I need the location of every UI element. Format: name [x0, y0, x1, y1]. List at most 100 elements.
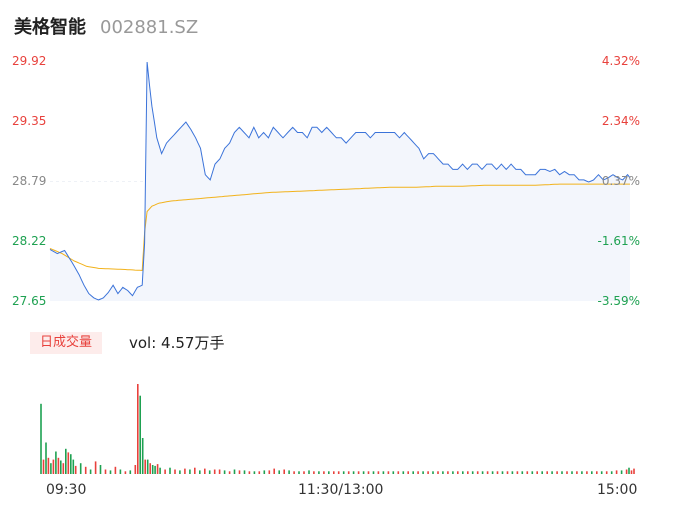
volume-bar — [298, 471, 300, 474]
volume-bar — [576, 471, 578, 474]
volume-bar — [571, 471, 573, 474]
volume-bar — [218, 469, 221, 474]
volume-bar — [467, 471, 469, 474]
volume-bar — [303, 471, 305, 474]
price-label: 27.65 — [12, 294, 47, 308]
volume-bar — [501, 471, 504, 474]
volume-bar — [70, 454, 72, 474]
volume-bar — [362, 471, 365, 474]
volume-bar — [516, 471, 519, 474]
volume-bar — [149, 463, 151, 474]
price-label: 28.22 — [12, 234, 47, 248]
volume-bar — [223, 470, 226, 474]
volume-label-badge: 日成交量 — [30, 332, 103, 354]
volume-bar — [581, 471, 583, 474]
volume-bar — [387, 471, 390, 474]
percent-label: -1.61% — [597, 234, 640, 248]
volume-bar — [164, 469, 166, 474]
volume-bar — [154, 465, 156, 474]
volume-bar — [268, 470, 271, 474]
volume-bar — [52, 459, 55, 474]
volume-bar — [94, 461, 97, 474]
volume-bar — [447, 471, 449, 474]
price-area-fill — [50, 62, 630, 301]
volume-bar — [99, 465, 102, 474]
volume-bar — [452, 471, 454, 474]
volume-bar — [591, 471, 593, 474]
volume-bar — [357, 471, 360, 474]
volume-bar — [263, 470, 266, 474]
volume-bar — [151, 465, 154, 474]
volume-bar — [114, 466, 117, 474]
volume-bar — [417, 471, 419, 474]
price-label: 29.92 — [12, 54, 47, 68]
volume-bar — [137, 384, 139, 474]
volume-bar — [526, 471, 529, 474]
volume-bar — [407, 471, 409, 474]
volume-bar — [169, 467, 171, 474]
volume-bar — [79, 463, 82, 474]
volume-bar — [347, 471, 350, 474]
volume-bar — [74, 465, 77, 474]
time-label-midday: 11:30/13:00 — [298, 482, 384, 498]
volume-bar — [531, 471, 534, 474]
volume-bar — [129, 470, 132, 474]
volume-bar — [633, 468, 635, 474]
volume-bar — [109, 470, 112, 474]
volume-bar — [442, 471, 444, 474]
volume-bar — [42, 459, 45, 474]
volume-value: vol: 4.57万手 — [129, 334, 225, 352]
percent-label: -3.59% — [597, 294, 640, 308]
volume-bar — [213, 469, 216, 474]
volume-bar — [546, 471, 548, 474]
stock-header: 美格智能 002881.SZ — [14, 13, 198, 39]
volume-bar — [124, 471, 127, 474]
volume-bar — [60, 460, 62, 474]
volume-bar — [313, 471, 315, 474]
volume-bar — [352, 471, 355, 474]
volume-bar — [586, 471, 588, 474]
price-line — [49, 61, 631, 301]
volume-bar — [204, 468, 206, 474]
volume-bar — [89, 469, 92, 474]
price-label: 28.79 — [12, 174, 47, 188]
volume-bar — [432, 471, 434, 474]
volume-bar — [333, 471, 335, 474]
volume-bar — [382, 471, 385, 474]
stock-code: 002881.SZ — [100, 17, 199, 38]
volume-bar — [342, 471, 345, 474]
volume-bar — [308, 470, 310, 474]
volume-bar — [47, 457, 50, 474]
volume-bar — [412, 471, 414, 474]
volume-bar — [67, 452, 70, 474]
volume-bar — [620, 470, 623, 474]
volume-bar — [45, 442, 47, 474]
volume-bar — [179, 470, 181, 474]
percent-label: 0.37% — [601, 174, 640, 188]
volume-bar — [615, 470, 618, 474]
volume-bar — [57, 457, 60, 474]
volume-bar — [596, 471, 598, 474]
volume-bar — [600, 471, 603, 474]
average-price-line — [49, 183, 630, 272]
volume-bar — [566, 471, 568, 474]
volume-bar — [437, 471, 439, 474]
volume-bar — [139, 395, 141, 474]
volume-bar — [471, 471, 474, 474]
volume-bar — [402, 471, 405, 474]
volume-bar — [491, 471, 494, 474]
volume-bar — [134, 465, 137, 474]
volume-bar — [397, 471, 400, 474]
volume-bar — [328, 471, 330, 474]
volume-bar — [144, 459, 146, 474]
volume-bar — [372, 471, 375, 474]
volume-bar — [556, 471, 558, 474]
volume-bar — [536, 471, 538, 474]
volume-bar — [457, 471, 459, 474]
volume-bar — [50, 463, 52, 474]
volume-bar — [248, 471, 251, 474]
volume-bar — [628, 467, 630, 474]
percent-label: 4.32% — [601, 54, 640, 68]
volume-bar — [476, 471, 479, 474]
